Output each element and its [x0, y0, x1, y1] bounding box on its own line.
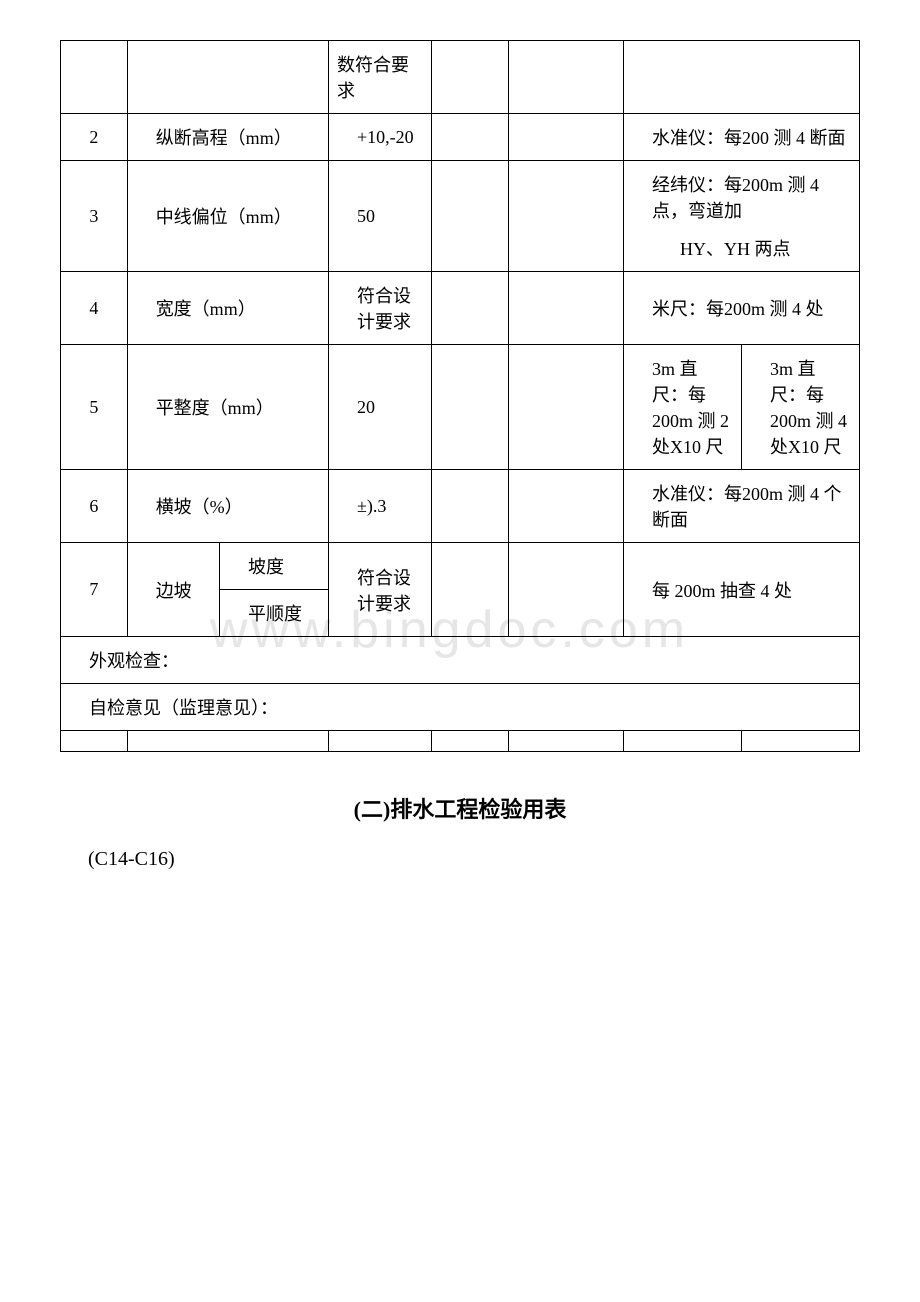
cell-empty: [623, 731, 741, 752]
cell-empty: [508, 543, 623, 637]
cell-empty: [508, 345, 623, 470]
cell-empty: [431, 114, 508, 161]
cell-method-b: 3m 直尺：每200m 测 4 处X10 尺: [741, 345, 859, 470]
cell-empty: [508, 272, 623, 345]
table-footer-row: 外观检查：: [61, 637, 860, 684]
footer-appearance: 外观检查：: [61, 637, 860, 684]
table-footer-row: 自检意见（监理意见）：: [61, 684, 860, 731]
cell-empty: [127, 731, 328, 752]
cell-empty: [431, 345, 508, 470]
cell-spec: 50: [329, 161, 432, 272]
cell-method: 水准仪：每200 测 4 断面: [623, 114, 859, 161]
cell-name-b2: 平顺度: [220, 590, 329, 637]
cell-spec: +10,-20: [329, 114, 432, 161]
page-content: 数符合要求 2 纵断高程（mm） +10,-20 水准仪：每200 测 4 断面…: [60, 40, 860, 871]
cell-method: 经纬仪：每200m 测 4 点，弯道加 HY、YH 两点: [623, 161, 859, 272]
cell-method: 米尺：每200m 测 4 处: [623, 272, 859, 345]
cell-name-b1: 坡度: [220, 543, 329, 590]
cell-name: 平整度（mm）: [127, 345, 328, 470]
cell-method: 水准仪：每200m 测 4 个断面: [623, 470, 859, 543]
cell-method: [623, 41, 859, 114]
cell-num: [61, 41, 128, 114]
cell-name: 中线偏位（mm）: [127, 161, 328, 272]
cell-empty: [508, 731, 623, 752]
table-row: 7 边坡 坡度 符合设计要求 每 200m 抽查 4 处: [61, 543, 860, 590]
cell-empty: [431, 731, 508, 752]
table-row: 5 平整度（mm） 20 3m 直尺：每200m 测 2 处X10 尺 3m 直…: [61, 345, 860, 470]
sub-text: (C14-C16): [60, 848, 860, 871]
table-row: 数符合要求: [61, 41, 860, 114]
table-row: 3 中线偏位（mm） 50 经纬仪：每200m 测 4 点，弯道加 HY、YH …: [61, 161, 860, 272]
cell-empty: [431, 41, 508, 114]
cell-name: [127, 41, 328, 114]
method-line2: HY、YH 两点: [652, 235, 851, 261]
cell-method: 每 200m 抽查 4 处: [623, 543, 859, 637]
cell-empty: [61, 731, 128, 752]
cell-empty: [508, 161, 623, 272]
cell-empty: [329, 731, 432, 752]
cell-method-a: 3m 直尺：每200m 测 2 处X10 尺: [623, 345, 741, 470]
cell-spec: 符合设计要求: [329, 543, 432, 637]
cell-empty: [508, 114, 623, 161]
table-row: 6 横坡（%） ±).3 水准仪：每200m 测 4 个断面: [61, 470, 860, 543]
cell-empty: [431, 470, 508, 543]
cell-empty: [431, 161, 508, 272]
cell-name: 宽度（mm）: [127, 272, 328, 345]
section-heading: (二)排水工程检验用表: [60, 792, 860, 824]
cell-spec: 数符合要求: [329, 41, 432, 114]
cell-num: 4: [61, 272, 128, 345]
cell-num: 6: [61, 470, 128, 543]
footer-opinion: 自检意见（监理意见）：: [61, 684, 860, 731]
cell-empty: [508, 470, 623, 543]
table-empty-row: [61, 731, 860, 752]
cell-name: 纵断高程（mm）: [127, 114, 328, 161]
cell-name: 横坡（%）: [127, 470, 328, 543]
cell-empty: [508, 41, 623, 114]
cell-num: 2: [61, 114, 128, 161]
cell-num: 7: [61, 543, 128, 637]
cell-spec: 20: [329, 345, 432, 470]
cell-spec: 符合设计要求: [329, 272, 432, 345]
cell-name-a: 边坡: [127, 543, 219, 637]
cell-spec: ±).3: [329, 470, 432, 543]
cell-empty: [431, 543, 508, 637]
cell-num: 3: [61, 161, 128, 272]
cell-empty: [741, 731, 859, 752]
cell-num: 5: [61, 345, 128, 470]
table-row: 4 宽度（mm） 符合设计要求 米尺：每200m 测 4 处: [61, 272, 860, 345]
cell-empty: [431, 272, 508, 345]
method-line1: 经纬仪：每200m 测 4 点，弯道加: [652, 171, 851, 223]
table-row: 2 纵断高程（mm） +10,-20 水准仪：每200 测 4 断面: [61, 114, 860, 161]
inspection-table: 数符合要求 2 纵断高程（mm） +10,-20 水准仪：每200 测 4 断面…: [60, 40, 860, 752]
